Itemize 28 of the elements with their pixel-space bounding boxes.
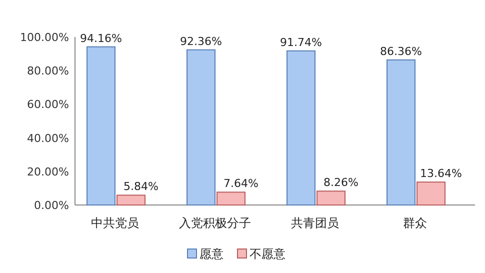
- legend-label: 不愿意: [250, 247, 286, 261]
- bar: [386, 59, 416, 206]
- bar: [86, 46, 116, 206]
- data-label: 5.84%: [124, 180, 158, 194]
- bar: [416, 182, 446, 206]
- x-tick-label: 中共党员: [91, 216, 139, 230]
- y-tick-label: 100.00%: [20, 31, 69, 44]
- data-label: 94.16%: [80, 32, 122, 45]
- bar: [286, 50, 316, 206]
- y-tick-label: 0.00%: [34, 199, 69, 212]
- y-tick-label: 80.00%: [27, 64, 69, 78]
- data-label: 92.36%: [180, 34, 222, 48]
- data-label: 91.74%: [280, 36, 322, 49]
- y-tick-label: 40.00%: [27, 132, 69, 145]
- bar: [116, 194, 146, 206]
- data-label: 13.64%: [420, 167, 462, 180]
- x-tick-label: 群众: [403, 216, 427, 230]
- bar: [316, 190, 346, 206]
- x-tick-label: 入党积极分子: [179, 216, 251, 230]
- bar: [186, 49, 216, 206]
- bar: [216, 192, 246, 206]
- data-label: 86.36%: [380, 44, 422, 58]
- y-tick-label: 20.00%: [27, 165, 69, 178]
- x-tick-label: 共青团员: [291, 216, 339, 230]
- data-label: 7.64%: [224, 177, 258, 190]
- data-label: 8.26%: [324, 176, 358, 190]
- legend-label: 愿意: [200, 247, 224, 261]
- y-tick-label: 60.00%: [27, 98, 69, 112]
